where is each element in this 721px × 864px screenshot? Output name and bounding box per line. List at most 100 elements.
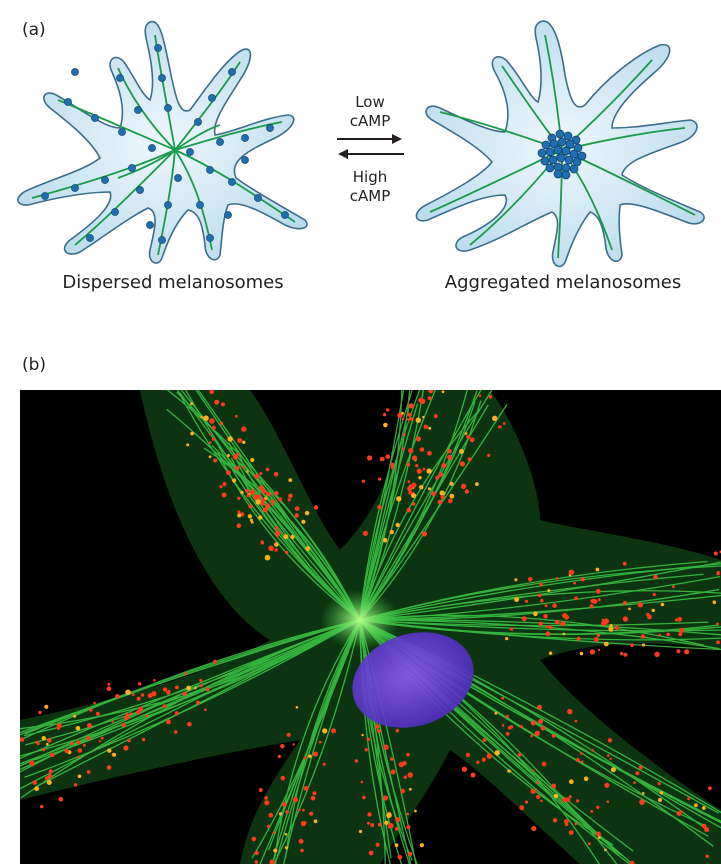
melanosome-dot — [687, 797, 691, 801]
melanosome-dot — [213, 458, 218, 463]
melanosome-dot — [132, 693, 135, 696]
melanosome-dot — [249, 518, 253, 522]
melanosome-dot — [384, 820, 389, 825]
dispersed-melanosomes — [41, 44, 289, 244]
melanosome-dot — [459, 461, 466, 467]
melanosome-dot — [465, 752, 471, 758]
melanosome-dot — [637, 602, 644, 608]
melanosome-dot — [383, 744, 389, 750]
microtubule-fiber — [20, 619, 361, 736]
melanosome-dot — [419, 843, 424, 848]
melanosome-dot — [259, 472, 263, 475]
melanosome-dot — [140, 693, 145, 697]
melanosome-dot — [427, 396, 432, 401]
melanosome-dot — [551, 783, 557, 789]
melanosome-dot — [287, 498, 291, 502]
melanosome-dot — [219, 421, 224, 425]
melanosome-dot — [407, 486, 413, 492]
melanosome-dot — [428, 390, 434, 394]
melanosome-dot — [124, 714, 130, 720]
melanosome-dot — [272, 502, 275, 506]
melanosome-dot — [29, 760, 35, 766]
microtubule-fiber — [359, 619, 721, 651]
melanosome-dot — [136, 696, 141, 701]
melanosome-dot — [639, 799, 645, 805]
melanosome-dot — [521, 616, 527, 622]
melanosome-dot — [532, 769, 535, 772]
melanosome-dot — [406, 507, 412, 513]
melanosome-dot — [246, 470, 249, 473]
melanosome-dot — [375, 842, 380, 847]
melanosome-dot — [209, 441, 212, 444]
melanosome-dot — [540, 598, 544, 603]
melanosome-dot — [208, 433, 212, 436]
melanosome-dot — [278, 812, 283, 816]
melanosome-dots — [20, 390, 721, 864]
melanosome-dot — [292, 797, 298, 803]
microtubule-fiber — [359, 575, 721, 621]
melanosome-dot — [100, 736, 104, 740]
melanosome-dot — [112, 752, 117, 757]
melanosome-dot — [541, 761, 547, 767]
melanosome-dot — [212, 659, 218, 664]
aggregated-cell — [415, 20, 705, 268]
melanosome-dot — [537, 704, 542, 710]
aggregated-melanosomes — [537, 129, 587, 180]
melanosome-dot — [476, 760, 480, 764]
melanosome-dot — [467, 457, 472, 462]
melanosome-dot — [288, 478, 293, 482]
microtubule-fiber — [179, 392, 361, 621]
melanosome-dot — [659, 791, 664, 795]
melanosome-dot — [268, 812, 274, 818]
melanosome-dot — [87, 723, 92, 728]
melanosome-dot — [205, 687, 210, 692]
melanosome-dot — [716, 640, 720, 645]
melanosome-dot — [264, 554, 271, 561]
melanosome-dot — [275, 526, 279, 530]
melanosome-dot — [190, 431, 194, 436]
melanosome-dot — [539, 582, 543, 587]
microtubule-fiber — [166, 390, 361, 621]
melanosome-dot — [186, 685, 192, 691]
melanosome-dot — [464, 432, 468, 435]
melanosome-dot — [298, 838, 304, 844]
melanosome-dot — [240, 490, 244, 495]
melanosome-dot — [313, 819, 318, 824]
microtubule-fiber — [359, 561, 721, 621]
melanosome-dot — [361, 479, 365, 483]
melanosome-dot — [310, 795, 316, 801]
melanosome-dot — [214, 399, 220, 405]
melanosome-dot — [203, 415, 209, 421]
melanosome-dot — [608, 626, 614, 632]
melanosome-dot — [401, 417, 405, 421]
melanosome-dot — [574, 719, 578, 723]
melanosome-dot — [658, 798, 662, 802]
melanosome-dot — [439, 490, 445, 496]
melanosome-dot — [280, 744, 285, 749]
melanosome-dot — [607, 738, 613, 743]
melanosome-dot — [426, 468, 432, 474]
melanosome-dot — [138, 706, 144, 712]
melanosome-dot — [423, 424, 429, 430]
melanosome-dot — [497, 425, 501, 429]
melanosome-dot — [487, 453, 491, 457]
melanosome-dot — [360, 780, 364, 784]
melanosome-dot — [609, 624, 613, 628]
melanosome-dot — [106, 686, 112, 691]
melanosome-dot — [182, 691, 187, 696]
melanosome-dot — [64, 748, 69, 754]
melanosome-dot — [256, 494, 262, 499]
melanosome-dot — [402, 761, 407, 766]
melanosome-dot — [524, 800, 529, 804]
melanosome-dot — [121, 722, 126, 728]
melanosome-dot — [469, 437, 475, 443]
melanosome-dot — [660, 602, 665, 607]
melanosome-dot — [509, 627, 514, 631]
micrograph-image — [20, 390, 721, 864]
melanosome-dot — [603, 618, 609, 624]
melanosome-dot — [653, 574, 658, 580]
melanosome-dot — [441, 390, 445, 394]
melanosome-dot — [604, 782, 610, 788]
melanosome-dot — [86, 736, 91, 741]
melanosome-dot — [595, 831, 601, 837]
